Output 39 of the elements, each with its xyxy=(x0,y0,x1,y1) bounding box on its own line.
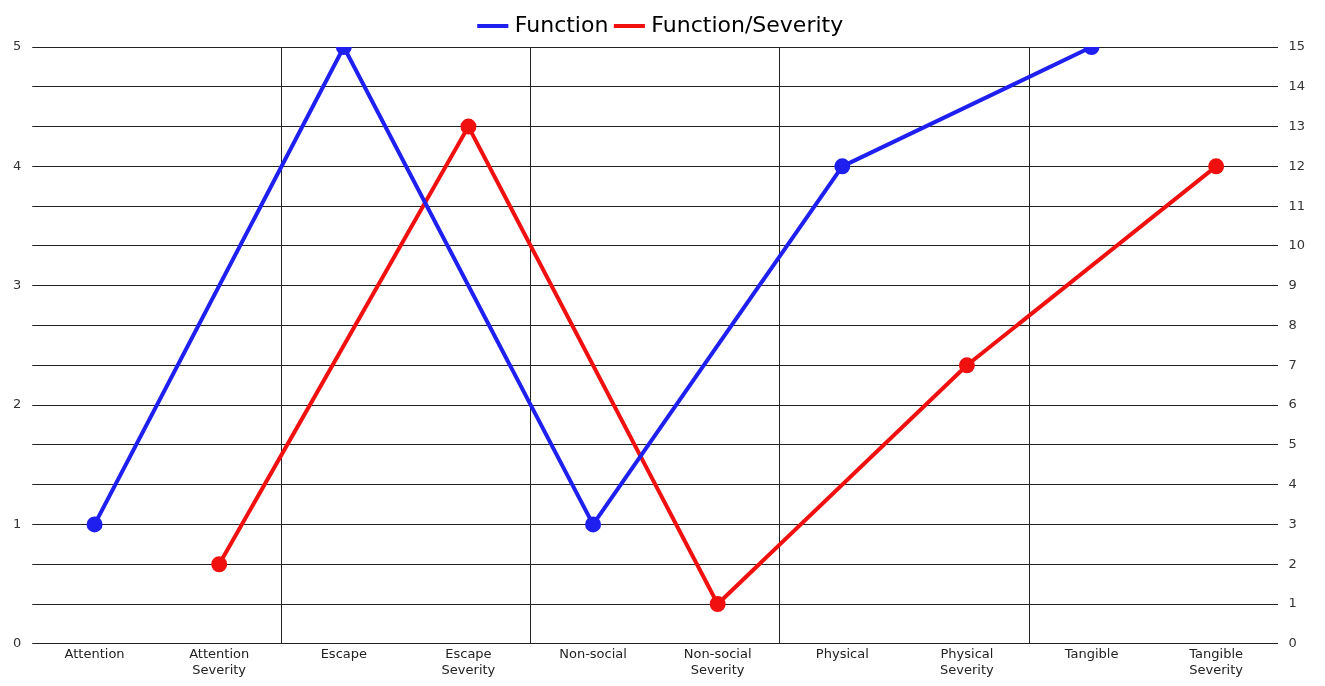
x-tick-label: Tangible Severity xyxy=(1188,645,1244,677)
y-tick-label: 5 xyxy=(12,38,22,54)
y-tick-label: 3 xyxy=(12,277,22,293)
y-tick-label: 1 xyxy=(12,515,22,531)
y2-tick-label: 9 xyxy=(1288,277,1297,293)
y2-tick-label: 8 xyxy=(1288,316,1297,332)
y-tick-label: 0 xyxy=(12,635,22,651)
y2-tick-label: 4 xyxy=(1288,476,1297,492)
legend-label: Function xyxy=(514,11,609,37)
x-tick-label: Non-social xyxy=(559,645,627,661)
y-tick-label: 2 xyxy=(12,396,22,412)
y2-tick-label: 2 xyxy=(1288,555,1297,571)
y2-tick-label: 10 xyxy=(1288,237,1305,253)
point xyxy=(1208,158,1225,175)
legend-label: Function/Severity xyxy=(651,11,844,37)
x-tick-label: Tangible xyxy=(1063,645,1119,661)
point xyxy=(211,556,228,573)
y2-tick-label: 7 xyxy=(1288,356,1297,372)
point xyxy=(958,357,975,374)
point xyxy=(709,596,726,613)
x-tick-label: Attention Severity xyxy=(189,645,250,677)
y2-tick-label: 11 xyxy=(1288,197,1305,213)
x-tick-label: Physical xyxy=(815,645,869,661)
y2-tick-label: 1 xyxy=(1288,595,1297,611)
y2-tick-label: 3 xyxy=(1288,515,1297,531)
y2-tick-label: 13 xyxy=(1288,117,1305,133)
y2-tick-label: 14 xyxy=(1288,78,1305,94)
point xyxy=(460,118,477,135)
y2-tick-label: 12 xyxy=(1288,157,1305,173)
y2-tick-label: 15 xyxy=(1288,38,1305,54)
x-tick-label: Attention xyxy=(64,645,125,661)
y2-tick-label: 5 xyxy=(1288,436,1297,452)
x-tick-label: Escape Severity xyxy=(441,645,496,677)
x-tick-label: Physical Severity xyxy=(940,645,995,677)
y2-tick-label: 0 xyxy=(1288,635,1297,651)
x-tick-label: Escape xyxy=(320,645,367,661)
x-tick-label: Non-social Severity xyxy=(683,645,752,677)
y-tick-label: 4 xyxy=(12,157,22,173)
y2-tick-label: 6 xyxy=(1288,396,1297,412)
